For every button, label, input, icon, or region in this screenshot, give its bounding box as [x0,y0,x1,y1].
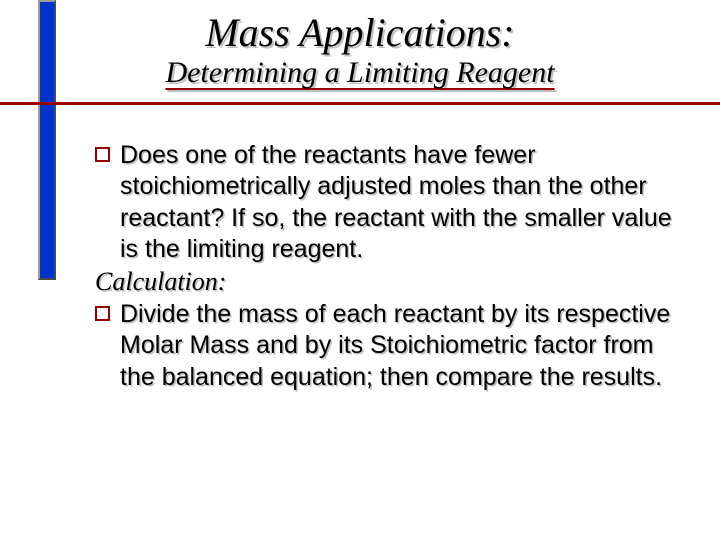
title-block: Mass Applications: Determining a Limitin… [0,12,720,90]
bullet-item: Divide the mass of each reactant by its … [95,299,680,393]
bullet-text: Divide the mass of each reactant by its … [120,299,680,393]
calculation-label: Calculation: [95,267,680,297]
bullet-item: Does one of the reactants have fewer sto… [95,140,680,265]
slide-title: Mass Applications: [0,12,720,54]
slide-subtitle: Determining a Limiting Reagent [0,56,720,90]
square-bullet-icon [95,306,110,321]
bullet-text: Does one of the reactants have fewer sto… [120,140,680,265]
slide: Mass Applications: Determining a Limitin… [0,0,720,540]
horizontal-rule [0,102,720,105]
content-area: Does one of the reactants have fewer sto… [95,140,680,395]
square-bullet-icon [95,147,110,162]
